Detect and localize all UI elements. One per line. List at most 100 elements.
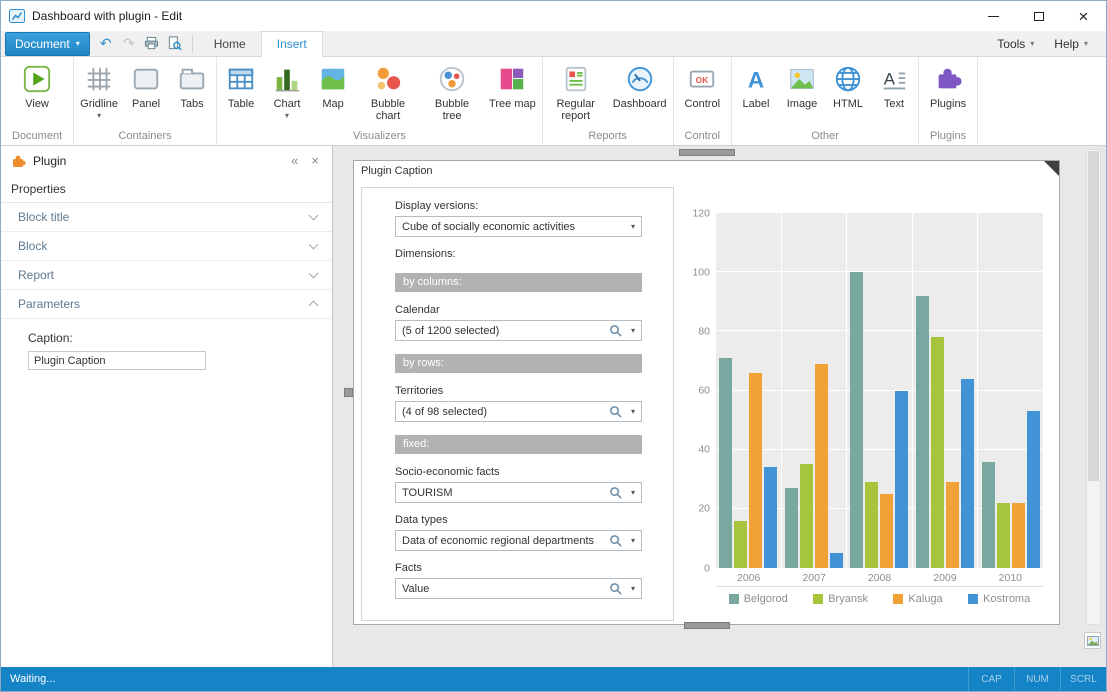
minimize-button[interactable] (971, 1, 1016, 31)
collapse-panel-button[interactable]: « (291, 153, 299, 168)
menu-help[interactable]: Help ▾ (1044, 33, 1098, 55)
ribbon-button-bubble-tree[interactable]: Bubble tree (420, 60, 484, 123)
indicator-cap: CAP (968, 667, 1014, 691)
ribbon-groups: View Document Gridline ▾ Panel Tabs Containers… (1, 57, 1106, 146)
plugin-block[interactable]: Plugin Caption Display versions: Cube of … (344, 149, 1060, 629)
chevron-down-icon: ▾ (1030, 38, 1035, 48)
ribbon-button-map[interactable]: Map (310, 60, 356, 111)
chevron-down-icon[interactable]: ▾ (630, 536, 635, 545)
document-menu-button[interactable]: Document ▾ (5, 31, 90, 56)
close-panel-button[interactable]: × (311, 153, 319, 168)
ribbon-button-tree-map[interactable]: Tree map (484, 60, 541, 111)
form-label-dimensions: Dimensions: (395, 248, 456, 260)
right-menus: Tools ▾ Help ▾ (987, 33, 1098, 55)
map-icon (317, 63, 349, 95)
resize-handle-top[interactable] (678, 149, 735, 156)
ribbon-button-chart[interactable]: Chart ▾ (264, 60, 310, 121)
redo-button[interactable]: ↷ (122, 35, 135, 51)
ribbon-button-html[interactable]: HTML (825, 60, 871, 111)
indicator-scrl: SCRL (1060, 667, 1106, 691)
form-select-8[interactable]: (4 of 98 selected) ▾ (395, 401, 642, 422)
thumbnail-view-button[interactable] (1084, 632, 1101, 649)
chevron-down-icon[interactable]: ▾ (630, 222, 635, 231)
ribbon-button-bubble-chart[interactable]: Bubble chart (356, 60, 420, 123)
ribbon-button-gridline[interactable]: Gridline ▾ (75, 60, 123, 121)
ribbon-button-control[interactable]: OK Control (679, 60, 725, 111)
canvas-vertical-scrollbar[interactable] (1086, 149, 1101, 625)
search-icon[interactable] (606, 582, 625, 595)
sidebar-item-parameters[interactable]: Parameters (1, 290, 332, 319)
chevron-down-icon (308, 268, 319, 279)
ribbon-button-regular-report[interactable]: Regular report (544, 60, 608, 123)
form-select-15[interactable]: Value ▾ (395, 578, 642, 599)
ribbon-button-plugins[interactable]: Plugins (925, 60, 971, 111)
search-icon[interactable] (606, 405, 625, 418)
chevron-down-icon[interactable]: ▾ (285, 111, 290, 120)
chevron-down-icon[interactable]: ▾ (630, 584, 635, 593)
form-select-5[interactable]: (5 of 1200 selected) ▾ (395, 320, 642, 341)
select-value: (5 of 1200 selected) (402, 324, 500, 337)
ribbon-button-label: View (25, 98, 49, 110)
search-icon[interactable] (606, 486, 625, 499)
design-canvas[interactable]: Plugin Caption Display versions: Cube of … (333, 146, 1106, 667)
form-label-territories: Territories (395, 385, 444, 397)
chart-plot-area: 0 20 40 60 80 100 120 (690, 208, 1043, 573)
y-tick-label: 120 (692, 206, 710, 219)
ribbon-button-dashboard[interactable]: Dashboard (608, 60, 672, 111)
bar-belgorod-2007 (784, 488, 798, 568)
quick-access-toolbar: ↶ ↷ (95, 34, 186, 54)
search-icon[interactable] (606, 324, 625, 337)
print-button[interactable] (141, 34, 163, 54)
view-icon (21, 63, 53, 95)
scrollbar-thumb[interactable] (1088, 151, 1099, 481)
menu-tools[interactable]: Tools ▾ (987, 33, 1044, 55)
x-axis-labels: 2006 2007 2008 2009 2010 (716, 568, 1043, 586)
resize-handle-bottom[interactable] (683, 622, 730, 629)
ribbon-button-tabs[interactable]: Tabs (169, 60, 215, 111)
ribbon-group-document: View Document (1, 57, 75, 145)
form-select-1[interactable]: Cube of socially economic activities ▾ (395, 216, 642, 237)
form-select-13[interactable]: Data of economic regional departments ▾ (395, 530, 642, 551)
bar-belgorod-2010 (981, 461, 995, 568)
maximize-icon (1033, 11, 1044, 21)
undo-button[interactable]: ↶ (99, 35, 112, 51)
titlebar: Dashboard with plugin - Edit × (1, 1, 1106, 31)
text-icon: A (878, 63, 910, 95)
plugin-puzzle-icon (10, 153, 26, 169)
bar-bryansk-2007 (799, 464, 813, 568)
resize-handle-left[interactable] (344, 387, 353, 397)
indicator-num: NUM (1014, 667, 1060, 691)
print-preview-button[interactable] (164, 34, 186, 54)
sidebar-item-block[interactable]: Block (1, 232, 332, 261)
form-select-11[interactable]: TOURISM ▾ (395, 482, 642, 503)
select-value: TOURISM (402, 486, 453, 499)
search-icon[interactable] (606, 534, 625, 547)
ribbon-button-table[interactable]: Table (218, 60, 264, 111)
chart-icon (271, 63, 303, 95)
y-tick-label: 80 (698, 325, 710, 338)
x-tick-label: 2007 (802, 572, 826, 584)
caption-input[interactable] (28, 351, 206, 370)
ribbon-button-label: Dashboard (612, 98, 667, 110)
ribbon-button-panel[interactable]: Panel (123, 60, 169, 111)
tab-home[interactable]: Home (213, 37, 246, 51)
properties-item-list: Block title Block Report Parameters (1, 203, 332, 319)
maximize-button[interactable] (1016, 1, 1061, 31)
chevron-down-icon[interactable]: ▾ (630, 407, 635, 416)
ribbon-button-view[interactable]: View (14, 60, 60, 111)
ribbon-button-label[interactable]: A Label (733, 60, 779, 111)
ribbon-button-text[interactable]: A Text (871, 60, 917, 111)
dimension-band-fixed: fixed: (395, 435, 642, 454)
sidebar-item-report[interactable]: Report (1, 261, 332, 290)
chevron-down-icon[interactable]: ▾ (630, 326, 635, 335)
ribbon-button-image[interactable]: Image (779, 60, 825, 111)
tab-insert[interactable]: Insert (260, 31, 323, 57)
close-button[interactable]: × (1061, 1, 1106, 31)
image-icon (786, 63, 818, 95)
ribbon-group-label: Visualizers (352, 130, 406, 142)
sidebar-item-block-title[interactable]: Block title (1, 203, 332, 232)
chevron-down-icon[interactable]: ▾ (97, 111, 102, 120)
chevron-down-icon[interactable]: ▾ (630, 488, 635, 497)
plugin-block-caption: Plugin Caption (361, 165, 433, 177)
bubble-chart-icon (372, 63, 404, 95)
